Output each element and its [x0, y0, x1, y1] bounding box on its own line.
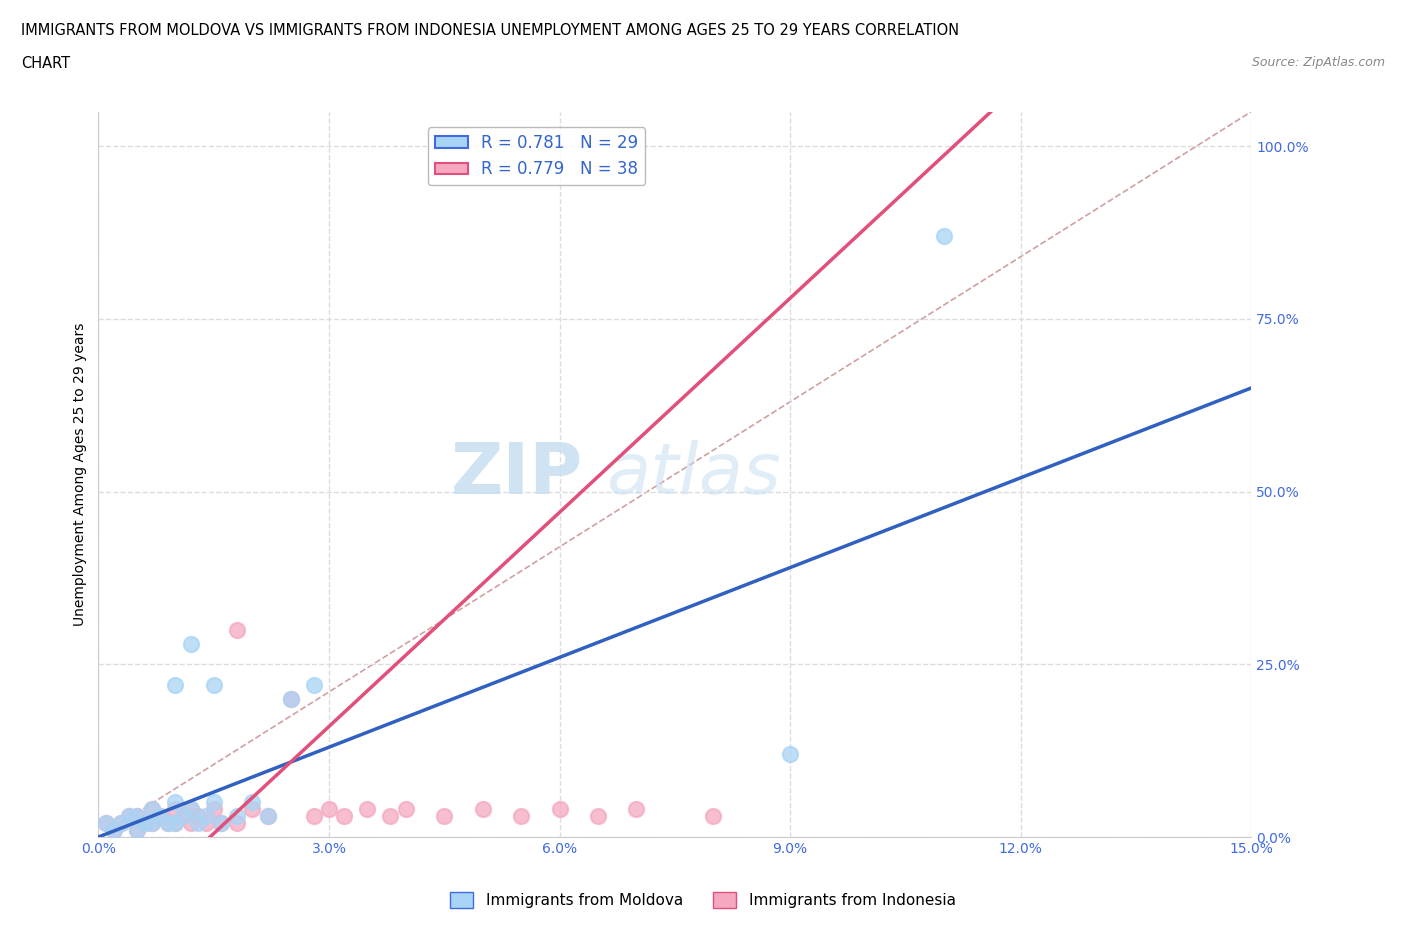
Point	[187, 809, 209, 824]
Point	[141, 802, 163, 817]
Point	[225, 622, 247, 637]
Point	[125, 823, 148, 838]
Point	[118, 809, 141, 824]
Point	[110, 816, 132, 830]
Point	[318, 802, 340, 817]
Point	[779, 747, 801, 762]
Point	[433, 809, 456, 824]
Point	[187, 816, 209, 830]
Point	[471, 802, 494, 817]
Point	[333, 809, 356, 824]
Y-axis label: Unemployment Among Ages 25 to 29 years: Unemployment Among Ages 25 to 29 years	[73, 323, 87, 626]
Point	[586, 809, 609, 824]
Point	[165, 816, 187, 830]
Point	[180, 636, 202, 651]
Point	[172, 809, 194, 824]
Legend: Immigrants from Moldova, Immigrants from Indonesia: Immigrants from Moldova, Immigrants from…	[444, 886, 962, 914]
Point	[103, 823, 125, 838]
Text: IMMIGRANTS FROM MOLDOVA VS IMMIGRANTS FROM INDONESIA UNEMPLOYMENT AMONG AGES 25 : IMMIGRANTS FROM MOLDOVA VS IMMIGRANTS FR…	[21, 23, 959, 38]
Point	[280, 691, 302, 706]
Point	[180, 802, 202, 817]
Point	[225, 809, 247, 824]
Point	[103, 823, 125, 838]
Text: CHART: CHART	[21, 56, 70, 71]
Point	[195, 809, 218, 824]
Point	[141, 816, 163, 830]
Point	[141, 802, 163, 817]
Point	[165, 678, 187, 693]
Point	[165, 795, 187, 810]
Point	[932, 229, 955, 244]
Point	[202, 802, 225, 817]
Point	[125, 823, 148, 838]
Text: ZIP: ZIP	[450, 440, 582, 509]
Text: Source: ZipAtlas.com: Source: ZipAtlas.com	[1251, 56, 1385, 69]
Point	[209, 816, 232, 830]
Point	[141, 816, 163, 830]
Point	[165, 802, 187, 817]
Legend: R = 0.781   N = 29, R = 0.779   N = 38: R = 0.781 N = 29, R = 0.779 N = 38	[427, 127, 645, 185]
Point	[165, 816, 187, 830]
Point	[149, 809, 172, 824]
Point	[302, 809, 325, 824]
Point	[202, 678, 225, 693]
Point	[202, 795, 225, 810]
Point	[180, 816, 202, 830]
Point	[225, 816, 247, 830]
Point	[149, 809, 172, 824]
Point	[548, 802, 571, 817]
Point	[118, 809, 141, 824]
Point	[125, 809, 148, 824]
Point	[395, 802, 418, 817]
Point	[256, 809, 278, 824]
Point	[134, 816, 156, 830]
Point	[702, 809, 724, 824]
Point	[256, 809, 278, 824]
Point	[380, 809, 402, 824]
Point	[510, 809, 533, 824]
Point	[156, 816, 179, 830]
Point	[280, 691, 302, 706]
Point	[110, 816, 132, 830]
Point	[94, 816, 117, 830]
Point	[125, 809, 148, 824]
Text: atlas: atlas	[606, 440, 780, 509]
Point	[302, 678, 325, 693]
Point	[240, 795, 263, 810]
Point	[209, 816, 232, 830]
Point	[94, 816, 117, 830]
Point	[195, 816, 218, 830]
Point	[180, 802, 202, 817]
Point	[134, 816, 156, 830]
Point	[156, 816, 179, 830]
Point	[240, 802, 263, 817]
Point	[172, 809, 194, 824]
Point	[626, 802, 648, 817]
Point	[356, 802, 378, 817]
